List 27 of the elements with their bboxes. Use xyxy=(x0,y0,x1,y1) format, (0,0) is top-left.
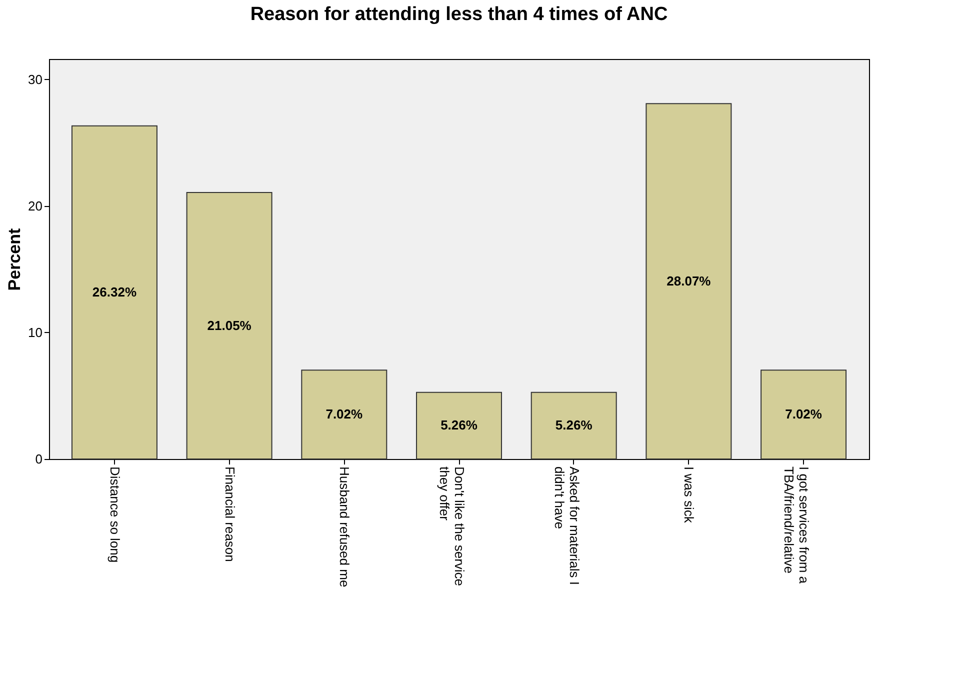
x-tick-label: Husband refused me xyxy=(337,466,352,588)
x-tick-label: Don't like the service they offer xyxy=(437,466,467,586)
bar xyxy=(416,392,502,460)
bar xyxy=(530,392,617,460)
x-tick-label: I got services from a TBA/friend/relative xyxy=(782,466,812,584)
data-label: 28.07% xyxy=(666,273,712,288)
chart-title: Reason for attending less than 4 times of ANC xyxy=(250,4,668,25)
bar xyxy=(301,370,388,460)
bar xyxy=(71,125,158,460)
y-axis-title: Percent xyxy=(5,228,24,291)
data-label: 5.26% xyxy=(440,418,478,433)
x-tick-label: Asked for materials I didn't have xyxy=(552,466,582,585)
x-tick-label: I was sick xyxy=(682,466,697,524)
bar xyxy=(760,370,847,460)
data-label: 7.02% xyxy=(326,406,364,422)
y-tick-label: 20 xyxy=(28,198,42,214)
bar xyxy=(186,192,272,460)
x-tick-label: Distance so long xyxy=(107,466,122,563)
x-tick-label: Financial reason xyxy=(222,466,238,562)
data-label: 7.02% xyxy=(785,406,822,422)
y-tick-label: 0 xyxy=(35,452,42,466)
y-tick-label: 10 xyxy=(28,324,42,340)
data-label: 26.32% xyxy=(92,284,137,300)
y-tick-label: 30 xyxy=(28,72,42,87)
bar xyxy=(646,103,732,460)
data-label: 5.26% xyxy=(555,418,593,433)
data-label: 21.05% xyxy=(207,318,252,333)
